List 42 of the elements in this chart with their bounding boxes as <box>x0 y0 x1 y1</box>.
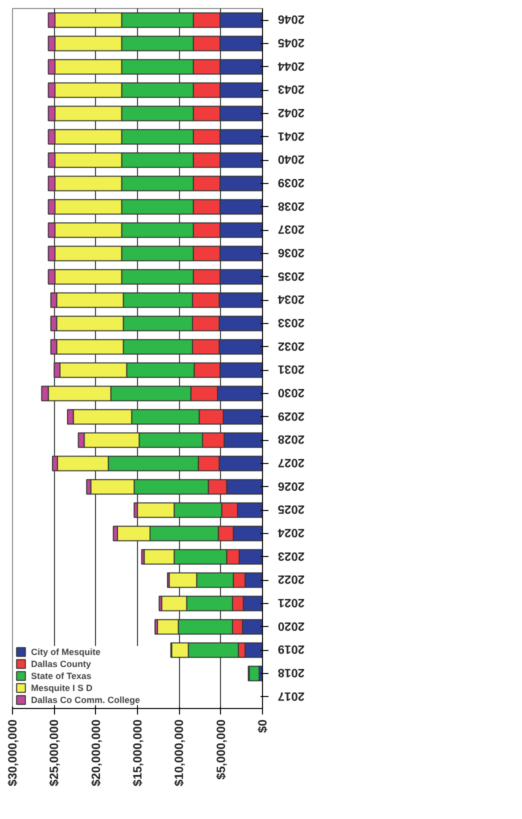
legend-label: City of Mesquite <box>31 646 101 657</box>
x-tick-label: $5,000,000 <box>214 719 228 780</box>
y-tick-label: 2041 <box>277 129 304 144</box>
y-tick-label: 2023 <box>277 549 304 564</box>
y-tick-label: 2020 <box>277 619 304 634</box>
y-tick-label: 2018 <box>277 666 304 680</box>
legend-label: Dallas Co Comm. College <box>31 694 140 705</box>
y-tick-label: 2031 <box>277 362 304 377</box>
y-tick-label: 2042 <box>277 106 304 120</box>
y-tick-label: 2034 <box>277 292 304 307</box>
y-tick-label: 2035 <box>277 269 304 284</box>
y-tick-label: 2036 <box>277 246 304 260</box>
y-tick-label: 2037 <box>277 222 304 237</box>
y-tick-label: 2026 <box>277 479 304 494</box>
y-tick-label: 2019 <box>277 642 304 657</box>
y-tick-label: 2033 <box>277 316 304 330</box>
y-tick-label: 2043 <box>277 82 304 97</box>
x-tick-label: $10,000,000 <box>172 719 186 786</box>
y-tick-label: 2021 <box>277 596 304 610</box>
y-tick-label: 2028 <box>277 432 304 447</box>
y-tick-label: 2022 <box>277 572 304 587</box>
y-tick-label: 2046 <box>277 12 304 27</box>
y-tick-label: 2040 <box>277 152 304 167</box>
y-tick-label: 2045 <box>277 36 304 50</box>
y-tick-label: 2032 <box>277 339 304 354</box>
y-tick-label: 2025 <box>277 502 304 517</box>
y-tick-label: 2027 <box>277 456 304 470</box>
y-tick-label: 2030 <box>277 386 304 400</box>
x-tick-label: $25,000,000 <box>47 719 62 786</box>
legend-label: Mesquite I S D <box>31 682 93 693</box>
y-tick-label: 2044 <box>277 59 304 74</box>
legend-label: Dallas County <box>31 658 92 669</box>
x-tick-label: $30,000,000 <box>6 719 20 786</box>
y-tick-label: 2029 <box>277 409 304 424</box>
y-tick-label: 2024 <box>277 526 304 540</box>
x-tick-label: $0 <box>256 719 270 733</box>
y-tick-label: 2038 <box>277 199 304 214</box>
y-tick-label: 2017 <box>277 689 304 704</box>
legend-label: State of Texas <box>31 670 92 681</box>
x-tick-label: $15,000,000 <box>130 719 144 786</box>
x-tick-label: $20,000,000 <box>88 719 103 786</box>
y-tick-label: 2039 <box>277 176 304 190</box>
